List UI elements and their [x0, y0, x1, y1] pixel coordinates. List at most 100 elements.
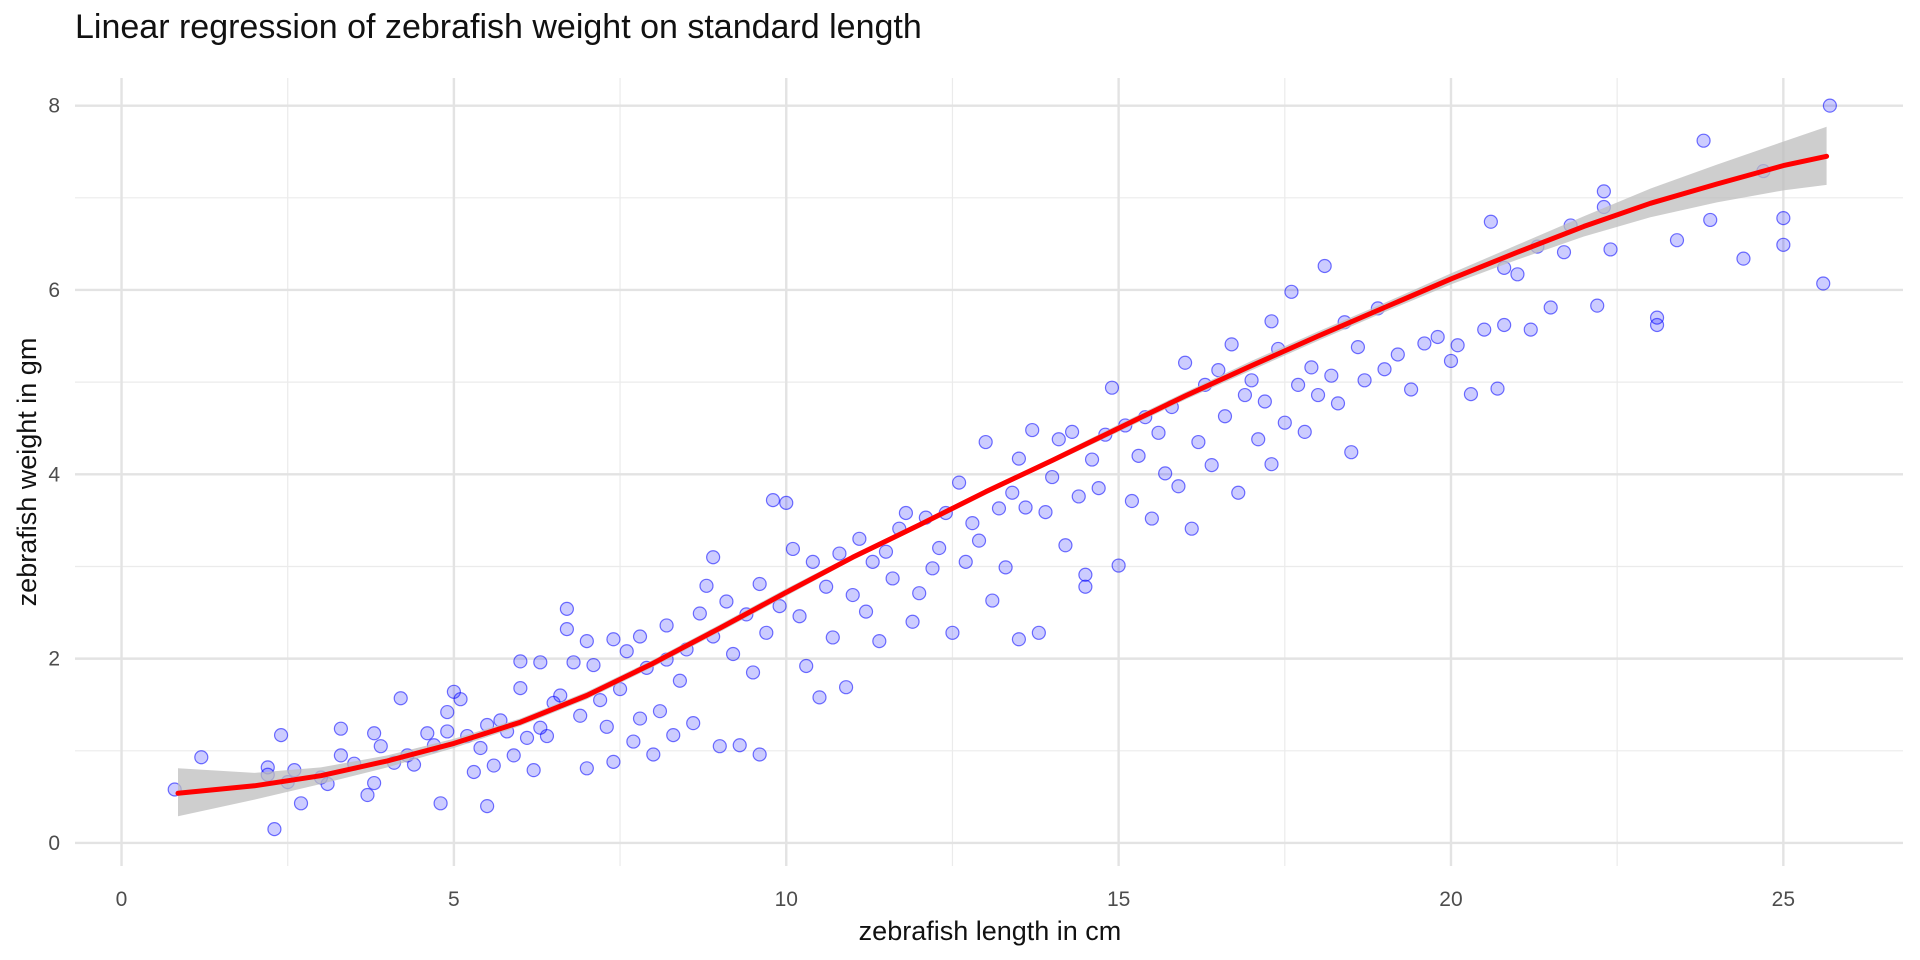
- data-point: [725, 646, 741, 662]
- data-point: [985, 593, 1000, 608]
- data-point: [792, 609, 807, 624]
- data-point: [759, 625, 774, 640]
- x-tick-label: 20: [1439, 888, 1462, 911]
- data-point: [719, 594, 734, 609]
- data-point: [1078, 567, 1093, 582]
- data-point: [519, 730, 535, 745]
- x-tick-label: 15: [1107, 888, 1130, 911]
- data-point: [1064, 424, 1080, 440]
- data-point: [1377, 362, 1392, 377]
- data-point: [1131, 448, 1146, 463]
- data-point: [692, 606, 707, 621]
- data-point: [1297, 424, 1312, 440]
- data-point: [965, 516, 980, 531]
- data-point: [566, 655, 581, 670]
- data-point: [752, 747, 767, 762]
- data-point: [1031, 625, 1046, 640]
- data-point: [393, 691, 408, 706]
- data-point: [513, 654, 528, 669]
- data-point: [1649, 310, 1665, 325]
- data-point: [779, 495, 794, 510]
- data-point: [1317, 258, 1332, 274]
- data-point: [420, 726, 435, 741]
- data-point: [1151, 425, 1166, 440]
- data-point: [539, 728, 555, 744]
- data-point: [951, 475, 967, 490]
- data-point: [1244, 373, 1259, 388]
- data-point: [1703, 212, 1718, 228]
- data-point: [453, 692, 468, 707]
- data-point: [1277, 415, 1292, 430]
- data-point: [838, 680, 854, 695]
- data-point: [712, 739, 727, 754]
- data-point: [579, 634, 594, 649]
- regression-line: [175, 153, 1830, 796]
- data-point: [480, 798, 495, 814]
- data-point: [1264, 457, 1279, 472]
- data-point: [1477, 322, 1492, 337]
- data-point: [626, 734, 641, 749]
- data-point: [1450, 338, 1465, 353]
- data-point: [1217, 409, 1233, 424]
- data-point: [1078, 579, 1093, 594]
- data-point: [1696, 133, 1711, 148]
- data-point: [1071, 489, 1086, 504]
- data-point: [1111, 558, 1126, 573]
- data-point: [958, 554, 973, 569]
- data-point: [1084, 452, 1100, 467]
- data-point: [553, 688, 568, 703]
- data-point: [1018, 500, 1033, 515]
- data-point: [878, 544, 894, 559]
- data-point: [606, 632, 621, 647]
- data-point: [971, 533, 987, 548]
- data-point: [267, 822, 282, 837]
- data-point: [1357, 373, 1372, 388]
- data-point: [858, 604, 874, 619]
- x-tick-label: 10: [775, 888, 798, 911]
- data-point: [1038, 504, 1053, 520]
- data-point: [194, 750, 209, 765]
- x-tick-label: 25: [1772, 888, 1795, 911]
- data-point: [559, 622, 574, 637]
- data-point: [832, 546, 847, 561]
- data-point: [1497, 317, 1512, 333]
- data-point: [991, 501, 1007, 516]
- data-point: [579, 761, 594, 776]
- data-point: [1443, 353, 1459, 369]
- data-point: [593, 693, 608, 708]
- data-point: [1510, 267, 1525, 282]
- data-point: [885, 571, 900, 586]
- data-point: [1417, 336, 1432, 351]
- data-point: [1669, 233, 1685, 248]
- data-point: [619, 644, 634, 659]
- data-point: [1045, 469, 1060, 485]
- data-point: [1390, 347, 1405, 362]
- data-point: [1290, 377, 1306, 393]
- data-point: [526, 763, 541, 778]
- data-point: [1058, 538, 1073, 553]
- data-point: [606, 754, 621, 769]
- data-point: [1816, 276, 1831, 291]
- data-point: [1483, 214, 1498, 229]
- data-point: [752, 576, 767, 592]
- data-point: [632, 711, 648, 726]
- x-tick-label: 0: [116, 888, 128, 911]
- data-point: [333, 721, 348, 736]
- data-point: [646, 747, 661, 762]
- data-point: [1430, 329, 1445, 345]
- data-point: [799, 658, 814, 674]
- data-point: [1324, 368, 1339, 383]
- data-point: [1257, 394, 1272, 409]
- confidence-band: [178, 126, 1827, 817]
- data-point: [1251, 432, 1266, 447]
- data-point: [732, 738, 747, 753]
- data-point: [1104, 380, 1120, 395]
- minor-gridlines: [75, 78, 1903, 866]
- data-point: [440, 704, 455, 720]
- data-point: [898, 505, 914, 521]
- data-point: [513, 681, 528, 696]
- data-point: [599, 719, 614, 734]
- data-point: [1177, 355, 1193, 370]
- data-point: [1011, 451, 1027, 466]
- x-tick-labels: 0 5 10 15 20 25: [116, 888, 1795, 911]
